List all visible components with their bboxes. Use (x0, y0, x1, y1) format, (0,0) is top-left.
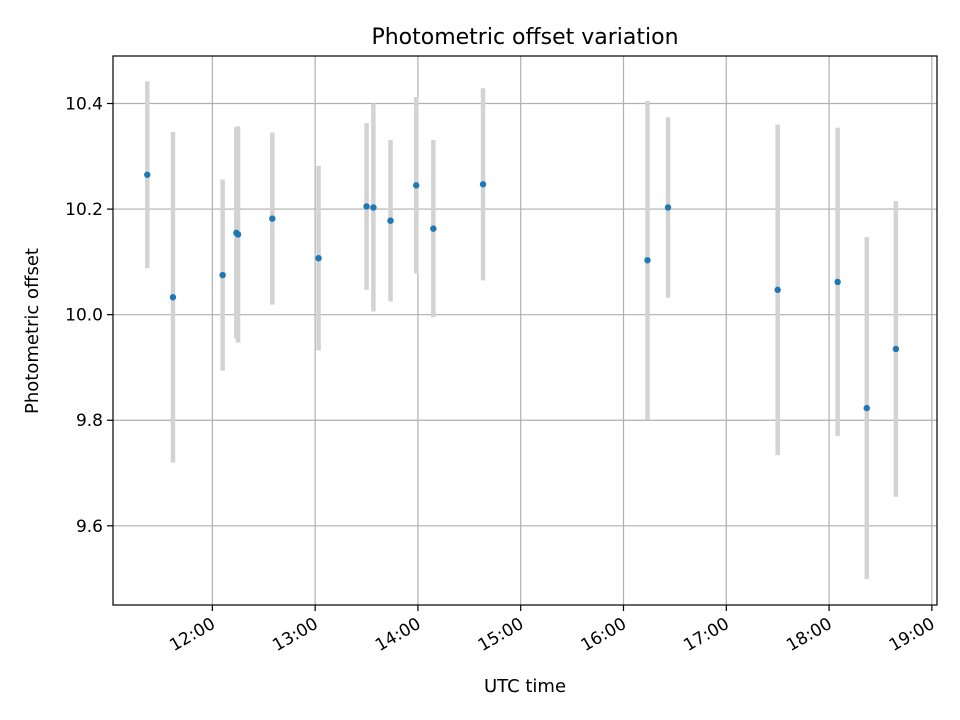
data-point (363, 203, 370, 210)
data-point (269, 215, 276, 222)
data-point (169, 294, 177, 301)
data-point (863, 404, 870, 412)
x-tick-label: 12:00 (166, 614, 218, 656)
x-tick-label: 14:00 (372, 614, 424, 656)
data-point (219, 271, 226, 279)
chart-title: Photometric offset variation (371, 25, 678, 50)
plot-frame (112, 55, 938, 606)
data-point (315, 254, 322, 262)
y-tick-label: 9.6 (76, 517, 103, 537)
data-point (144, 171, 151, 178)
error-bars (145, 81, 899, 580)
grid (113, 56, 937, 605)
y-tick-label: 10.0 (65, 306, 103, 326)
x-tick-label: 13:00 (269, 614, 321, 656)
data-point (644, 257, 651, 264)
data-point (479, 181, 487, 188)
x-axis-label: UTC time (484, 676, 566, 697)
y-tick-label: 9.8 (76, 411, 103, 431)
data-point (892, 345, 900, 353)
data-point (370, 204, 377, 211)
x-tick-label: 16:00 (578, 614, 630, 656)
data-point (234, 231, 242, 238)
x-tick-label: 19:00 (886, 614, 938, 656)
y-tick-label: 10.4 (65, 95, 103, 115)
x-tick-label: 15:00 (475, 614, 527, 656)
x-tick-label: 17:00 (680, 614, 732, 656)
data-point (774, 286, 781, 294)
y-tick-label: 10.2 (65, 200, 103, 220)
y-axis: 9.6 9.8 10.0 10.2 10.4 (65, 95, 113, 537)
data-point (664, 204, 672, 211)
data-point (834, 278, 841, 286)
data-points (144, 171, 900, 412)
x-tick-label: 18:00 (783, 614, 835, 656)
y-axis-label: Photometric offset (22, 248, 43, 414)
x-axis: 12:00 13:00 14:00 15:00 16:00 17:00 18:00 19:00 (166, 605, 938, 656)
data-point (430, 225, 437, 232)
data-point (413, 182, 420, 189)
data-point (387, 217, 394, 224)
